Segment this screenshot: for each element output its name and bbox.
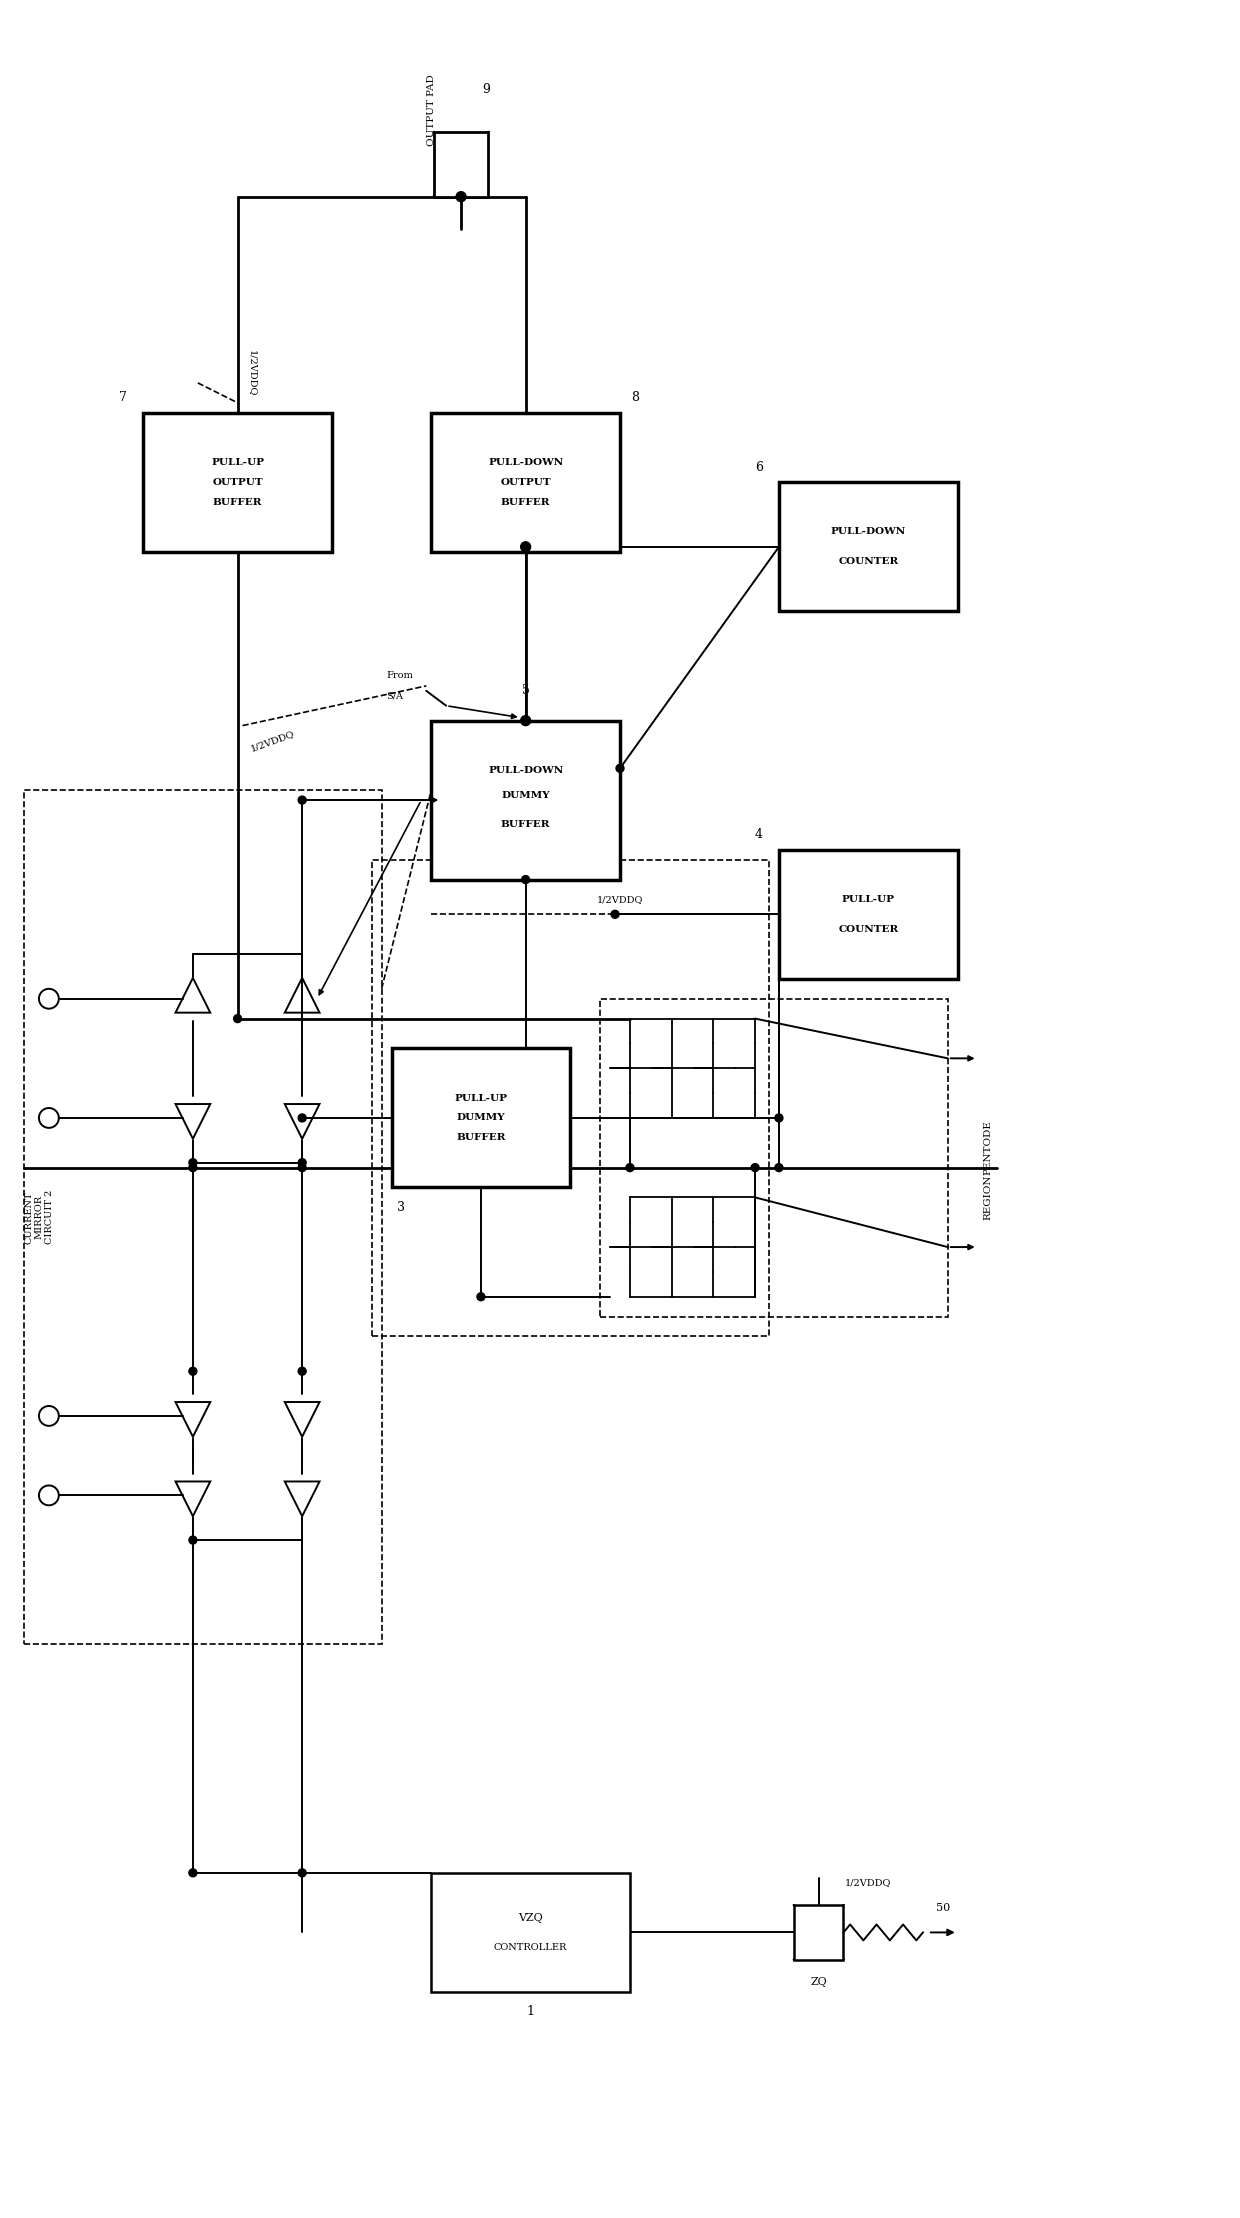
Circle shape (521, 716, 531, 725)
Circle shape (477, 1293, 485, 1300)
Text: PENTODE: PENTODE (983, 1120, 992, 1176)
Circle shape (521, 541, 531, 552)
Bar (779, 481, 957, 612)
Text: 1/2VDDQ: 1/2VDDQ (248, 350, 257, 397)
Circle shape (188, 1164, 197, 1171)
Circle shape (626, 1164, 634, 1171)
Circle shape (188, 1537, 197, 1544)
Circle shape (522, 876, 529, 883)
Text: PULL-UP: PULL-UP (211, 457, 264, 466)
Bar (392, 1049, 570, 1187)
Text: PULL-DOWN: PULL-DOWN (831, 528, 906, 537)
Circle shape (298, 1113, 306, 1122)
Circle shape (616, 765, 624, 772)
Text: PULL-DOWN: PULL-DOWN (489, 765, 563, 774)
Bar (24, 790, 382, 1644)
Text: 1: 1 (527, 2005, 534, 2018)
Text: REGION: REGION (983, 1176, 992, 1220)
Text: OUTPUT PAD: OUTPUT PAD (427, 73, 435, 146)
Text: PULL-UP: PULL-UP (842, 894, 895, 905)
Text: PULL-UP: PULL-UP (454, 1093, 507, 1102)
Text: 3: 3 (398, 1200, 405, 1213)
Circle shape (775, 1164, 782, 1171)
Bar (432, 413, 620, 552)
Bar (372, 861, 769, 1337)
Text: 1/2VDDQ: 1/2VDDQ (846, 1879, 892, 1888)
Text: ZQ: ZQ (810, 1976, 827, 1987)
Circle shape (233, 1014, 242, 1022)
Circle shape (775, 1113, 782, 1122)
Text: BUFFER: BUFFER (501, 497, 551, 506)
Bar (432, 1872, 630, 1992)
Circle shape (298, 1366, 306, 1375)
Text: CURRENT
MIRROR
CIRCUIT 2: CURRENT MIRROR CIRCUIT 2 (24, 1191, 53, 1244)
Bar (434, 133, 489, 197)
Text: 50: 50 (936, 1903, 950, 1912)
Circle shape (298, 1164, 306, 1171)
Text: S/A: S/A (387, 692, 403, 701)
Text: 7: 7 (119, 390, 128, 404)
Bar (794, 1905, 843, 1961)
Circle shape (188, 1870, 197, 1876)
Circle shape (611, 909, 619, 918)
Text: 1/2VDDQ: 1/2VDDQ (249, 728, 295, 752)
Bar (432, 721, 620, 881)
Text: 5: 5 (522, 685, 529, 696)
Text: 1/2VDDQ: 1/2VDDQ (596, 894, 644, 905)
Text: 6: 6 (755, 461, 763, 475)
Text: DUMMY: DUMMY (456, 1113, 505, 1122)
Circle shape (298, 796, 306, 805)
Circle shape (456, 191, 466, 202)
Text: VZQ: VZQ (518, 1912, 543, 1923)
Circle shape (298, 1870, 306, 1876)
Text: OUTPUT: OUTPUT (500, 477, 551, 486)
Bar (600, 998, 947, 1317)
Text: 4: 4 (755, 827, 763, 841)
Bar (144, 413, 332, 552)
Text: BUFFER: BUFFER (456, 1133, 506, 1142)
Text: From: From (387, 672, 413, 681)
Text: BUFFER: BUFFER (501, 821, 551, 830)
Text: PULL-DOWN: PULL-DOWN (489, 457, 563, 466)
Text: DUMMY: DUMMY (501, 790, 551, 801)
Text: COUNTER: COUNTER (838, 557, 899, 566)
Text: CONTROLLER: CONTROLLER (494, 1943, 567, 1952)
Text: BUFFER: BUFFER (213, 497, 263, 506)
Circle shape (188, 1158, 197, 1167)
Text: COUNTER: COUNTER (838, 925, 899, 934)
Circle shape (751, 1164, 759, 1171)
Text: 9: 9 (482, 84, 490, 95)
Text: OUTPUT: OUTPUT (212, 477, 263, 486)
Circle shape (188, 1366, 197, 1375)
Bar (779, 849, 957, 978)
Text: 8: 8 (631, 390, 639, 404)
Circle shape (298, 1158, 306, 1167)
